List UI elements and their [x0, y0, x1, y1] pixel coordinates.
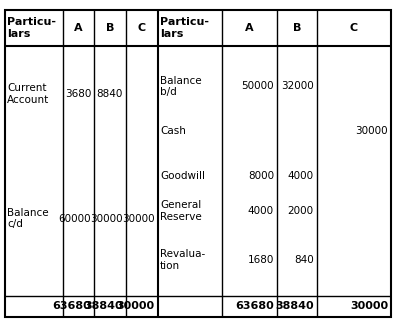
- Text: B: B: [293, 23, 301, 33]
- Text: 1680: 1680: [248, 255, 274, 265]
- Text: Balance
b/d: Balance b/d: [160, 76, 202, 97]
- Text: 4000: 4000: [287, 171, 314, 181]
- Text: 32000: 32000: [281, 81, 314, 91]
- Text: 30000: 30000: [90, 214, 123, 224]
- Text: C: C: [138, 23, 146, 33]
- Text: 63680: 63680: [235, 301, 274, 311]
- Text: 3680: 3680: [65, 89, 91, 99]
- Text: Revalua-
tion: Revalua- tion: [160, 249, 205, 271]
- Text: 60000: 60000: [59, 214, 91, 224]
- Text: A: A: [74, 23, 83, 33]
- Text: 30000: 30000: [116, 301, 154, 311]
- Text: 4000: 4000: [248, 206, 274, 216]
- Text: Balance
c/d: Balance c/d: [7, 208, 49, 229]
- Text: 50000: 50000: [242, 81, 274, 91]
- Text: 30000: 30000: [350, 301, 388, 311]
- Text: B: B: [106, 23, 114, 33]
- Text: 63680: 63680: [52, 301, 91, 311]
- Text: Particu-
lars: Particu- lars: [160, 17, 209, 39]
- Text: Current
Account: Current Account: [7, 83, 50, 105]
- Text: Goodwill: Goodwill: [160, 171, 205, 181]
- Text: Particu-
lars: Particu- lars: [7, 17, 56, 39]
- Text: 8840: 8840: [96, 89, 123, 99]
- Text: 2000: 2000: [287, 206, 314, 216]
- Text: Cash: Cash: [160, 126, 186, 136]
- Text: C: C: [350, 23, 358, 33]
- Text: 38840: 38840: [275, 301, 314, 311]
- Text: 840: 840: [294, 255, 314, 265]
- Text: 38840: 38840: [84, 301, 123, 311]
- Text: A: A: [245, 23, 254, 33]
- Text: 30000: 30000: [122, 214, 154, 224]
- Text: 30000: 30000: [356, 126, 388, 136]
- Text: 8000: 8000: [248, 171, 274, 181]
- Text: General
Reserve: General Reserve: [160, 200, 202, 222]
